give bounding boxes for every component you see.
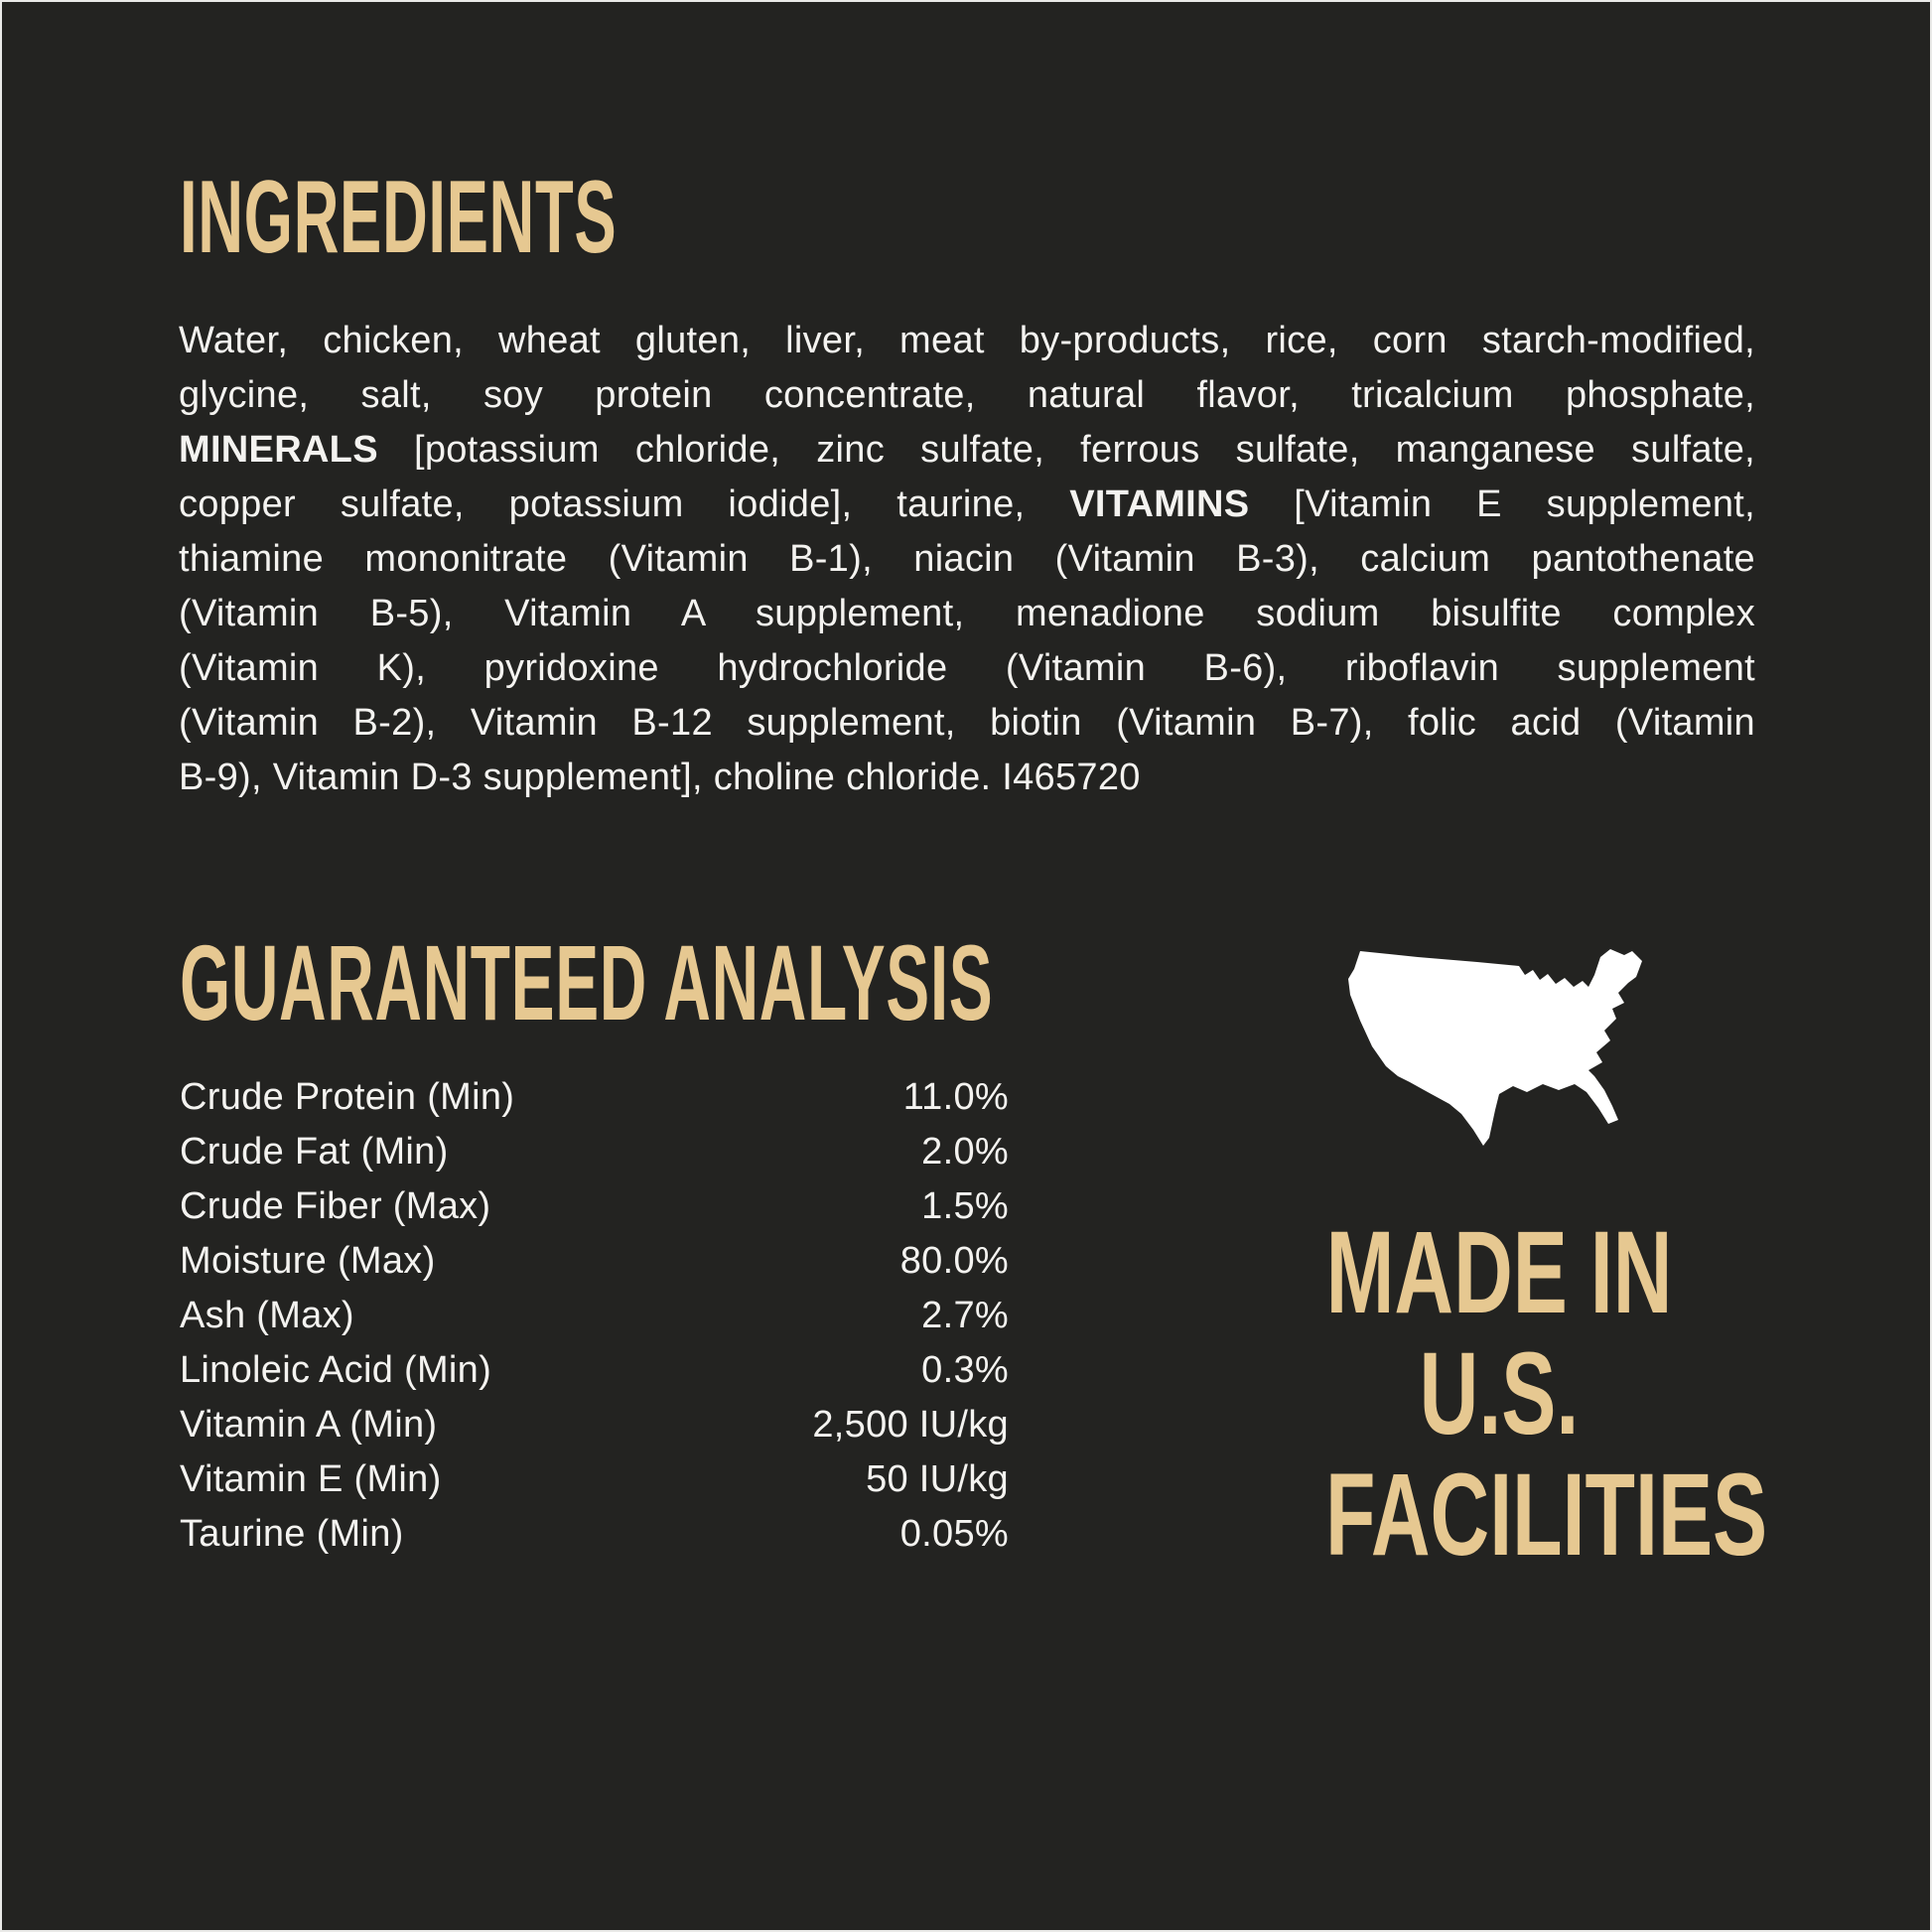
analysis-label: Taurine (Min): [180, 1513, 404, 1555]
analysis-label: Crude Protein (Min): [180, 1076, 515, 1118]
usa-map-icon: [1348, 949, 1642, 1146]
made-in-line: U.S.: [1419, 1328, 1580, 1459]
ingredients-segment: B-9), Vitamin D-3 supplement], choline c…: [179, 757, 1141, 798]
ingredients-segment: (Vitamin B-5), Vitamin A supplement, men…: [179, 593, 1755, 634]
analysis-value: 1.5%: [921, 1185, 1009, 1227]
ingredients-segment: [potassium chloride, zinc sulfate, ferro…: [377, 429, 1755, 471]
analysis-row: Crude Protein (Min) 11.0%: [180, 1070, 1009, 1125]
analysis-row: Crude Fat (Min) 2.0%: [180, 1125, 1009, 1179]
made-in-line: MADE IN: [1325, 1207, 1673, 1338]
ingredients-line: (Vitamin K), pyridoxine hydrochloride (V…: [179, 641, 1755, 696]
ingredients-line: (Vitamin B-5), Vitamin A supplement, men…: [179, 587, 1755, 641]
analysis-label: Crude Fiber (Max): [180, 1185, 491, 1227]
ingredients-line: MINERALS [potassium chloride, zinc sulfa…: [179, 423, 1755, 478]
analysis-label: Vitamin A (Min): [180, 1404, 438, 1446]
analysis-label: Moisture (Max): [180, 1240, 436, 1282]
ingredients-bold-term: VITAMINS: [1069, 483, 1250, 525]
analysis-label: Crude Fat (Min): [180, 1131, 449, 1173]
ingredients-segment: (Vitamin K), pyridoxine hydrochloride (V…: [179, 647, 1755, 689]
ingredients-line: Water, chicken, wheat gluten, liver, mea…: [179, 314, 1755, 368]
ingredients-segment: (Vitamin B-2), Vitamin B-12 supplement, …: [179, 702, 1755, 744]
ingredients-paragraph: Water, chicken, wheat gluten, liver, mea…: [179, 314, 1755, 805]
ingredients-segment: copper sulfate, potassium iodide], tauri…: [179, 483, 1070, 525]
ingredients-line: B-9), Vitamin D-3 supplement], choline c…: [179, 751, 1755, 805]
ingredients-segment: [Vitamin E supplement,: [1249, 483, 1756, 525]
made-in-us-facilities: MADE IN U.S. FACILITIES: [1325, 1207, 1768, 1581]
ingredients-line: copper sulfate, potassium iodide], tauri…: [179, 478, 1755, 532]
analysis-value: 50 IU/kg: [866, 1458, 1009, 1500]
analysis-value: 80.0%: [899, 1240, 1009, 1282]
analysis-value: 2,500 IU/kg: [812, 1404, 1009, 1446]
made-in-line: FACILITIES: [1325, 1449, 1768, 1581]
ingredients-line: glycine, salt, soy protein concentrate, …: [179, 368, 1755, 423]
ingredients-line: (Vitamin B-2), Vitamin B-12 supplement, …: [179, 696, 1755, 751]
guaranteed-analysis-table: Crude Protein (Min) 11.0% Crude Fat (Min) 2…: [180, 1070, 1009, 1562]
analysis-label: Ash (Max): [180, 1295, 354, 1336]
analysis-value: 2.0%: [921, 1131, 1009, 1173]
analysis-label: Linoleic Acid (Min): [180, 1349, 492, 1391]
analysis-row: Moisture (Max) 80.0%: [180, 1234, 1009, 1289]
analysis-value: 2.7%: [921, 1295, 1009, 1336]
ingredients-heading: INGREDIENTS: [180, 160, 618, 275]
guaranteed-analysis-heading: GUARANTEED ANALYSIS: [180, 922, 994, 1042]
ingredients-segment: thiamine mononitrate (Vitamin B-1), niac…: [179, 538, 1755, 580]
analysis-value: 11.0%: [902, 1076, 1009, 1118]
ingredients-segment: glycine, salt, soy protein concentrate, …: [179, 374, 1755, 416]
analysis-row: Vitamin E (Min) 50 IU/kg: [180, 1452, 1009, 1507]
ingredients-bold-term: MINERALS: [179, 429, 378, 471]
analysis-row: Taurine (Min) 0.05%: [180, 1507, 1009, 1562]
analysis-value: 0.05%: [899, 1513, 1009, 1555]
analysis-row: Crude Fiber (Max) 1.5%: [180, 1179, 1009, 1234]
analysis-label: Vitamin E (Min): [180, 1458, 442, 1500]
analysis-row: Ash (Max) 2.7%: [180, 1289, 1009, 1343]
analysis-row: Linoleic Acid (Min) 0.3%: [180, 1343, 1009, 1398]
ingredients-line: thiamine mononitrate (Vitamin B-1), niac…: [179, 532, 1755, 587]
analysis-value: 0.3%: [921, 1349, 1009, 1391]
ingredients-segment: Water, chicken, wheat gluten, liver, mea…: [179, 320, 1755, 361]
analysis-row: Vitamin A (Min) 2,500 IU/kg: [180, 1398, 1009, 1452]
